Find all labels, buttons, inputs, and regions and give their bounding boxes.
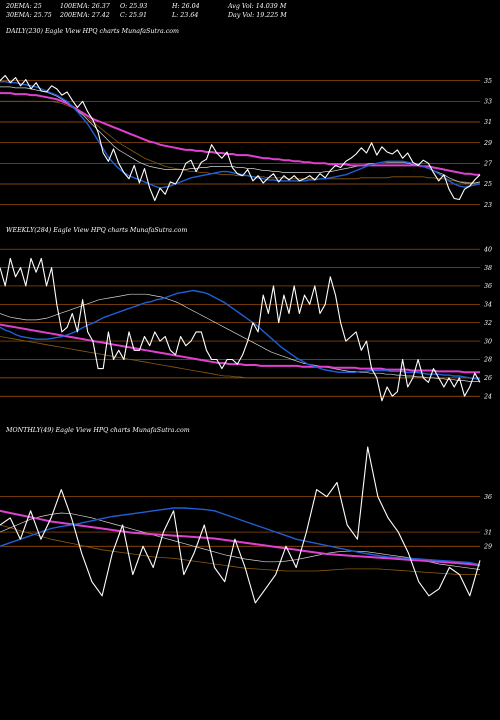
ema20-label: 20EMA: 25 <box>6 3 42 10</box>
high-label: H: 26.04 <box>172 3 200 10</box>
y-tick-label: 28 <box>483 357 492 364</box>
y-tick-label: 35 <box>484 78 492 85</box>
ema-brown-series-line <box>0 100 480 184</box>
ema-thin-series-line <box>0 512 481 570</box>
y-tick-label: 32 <box>484 320 492 327</box>
y-tick-label: 33 <box>484 99 492 106</box>
price-series-line <box>0 257 481 402</box>
day-volume-label: Day Vol: 19.225 M <box>228 12 287 19</box>
weekly-chart-title: WEEKLY(284) Eagle View HPQ charts Munafa… <box>6 227 188 234</box>
y-tick-label: 29 <box>483 140 492 147</box>
ema-fast-series-line <box>0 289 480 380</box>
avg-volume-label: Avg Vol: 14.039 M <box>228 3 287 10</box>
y-tick-label: 40 <box>483 246 492 253</box>
ema-slow-series-line <box>0 323 480 374</box>
price-series-line <box>0 446 481 604</box>
low-label: L: 23.64 <box>172 12 199 19</box>
ema-slow-series-line <box>0 509 481 567</box>
y-tick-label: 25 <box>483 181 492 188</box>
daily-chart-panel: 35 33 31 29 27 25 23 <box>0 74 492 209</box>
monthly-chart-title: MONTHLY(49) Eagle View HPQ charts Munafa… <box>6 427 190 434</box>
y-tick-label: 23 <box>483 202 492 209</box>
y-tick-label: 34 <box>484 302 492 309</box>
ema100-label: 100EMA: 26.37 <box>60 3 110 10</box>
y-tick-label: 29 <box>483 543 492 550</box>
weekly-chart-panel: 40 38 36 34 32 30 28 26 24 <box>0 246 492 402</box>
ema-thin-series-line <box>0 86 481 184</box>
ema-fast-series-line <box>0 80 481 189</box>
ema30-label: 30EMA: 25.75 <box>6 12 52 19</box>
y-tick-label: 38 <box>484 265 492 272</box>
y-tick-label: 26 <box>483 375 492 382</box>
monthly-chart-panel: 36 31 29 <box>0 446 492 604</box>
open-label: O: 25.93 <box>120 3 148 10</box>
y-tick-label: 31 <box>484 119 492 126</box>
close-label: C: 25.91 <box>120 12 147 19</box>
y-tick-label: 36 <box>484 494 492 501</box>
y-tick-label: 24 <box>483 393 492 400</box>
y-tick-label: 27 <box>483 161 492 168</box>
daily-chart-title: DAILY(230) Eagle View HPQ charts MunafaS… <box>6 28 179 35</box>
ema200-label: 200EMA: 27.42 <box>60 12 110 19</box>
price-series-line <box>0 74 481 202</box>
y-tick-label: 31 <box>484 529 492 536</box>
y-tick-label: 36 <box>484 283 492 290</box>
y-tick-label: 30 <box>484 338 492 345</box>
ema-slow-series-line <box>0 92 480 176</box>
ema-brown-series-line <box>0 524 480 575</box>
ema-fast-series-line <box>0 507 481 566</box>
